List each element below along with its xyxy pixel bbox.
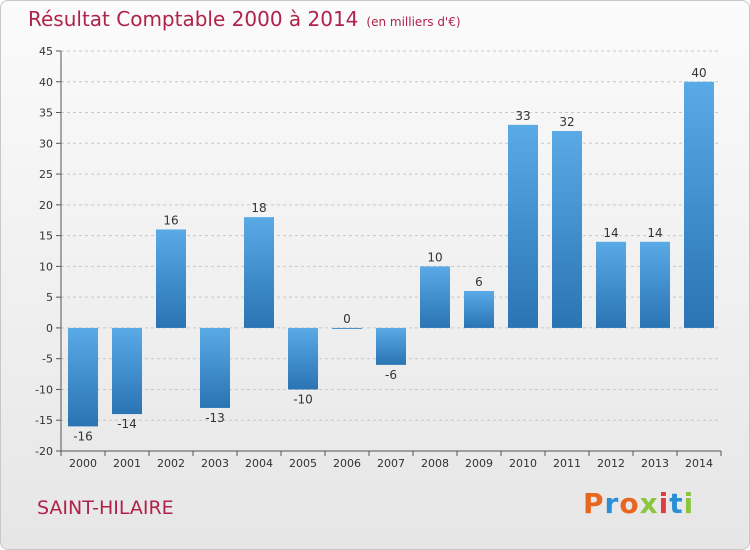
- x-tick-label: 2005: [289, 457, 317, 470]
- proxiti-logo[interactable]: Proxiti: [583, 487, 694, 520]
- y-tick-label: 0: [46, 322, 53, 335]
- logo-letter: t: [669, 487, 684, 520]
- bar-2000[interactable]: [68, 327, 98, 427]
- value-label-2014: 40: [691, 66, 706, 80]
- bars: [68, 81, 714, 427]
- bar-2009[interactable]: [464, 291, 494, 328]
- value-label-2005: -10: [293, 392, 313, 406]
- x-tick-label: 2002: [157, 457, 185, 470]
- bar-2012[interactable]: [596, 241, 626, 328]
- bar-2013[interactable]: [640, 241, 670, 328]
- commune-name: SAINT-HILAIRE: [37, 497, 174, 519]
- logo-letter: i: [658, 487, 670, 520]
- chart-subtitle: (en milliers d'€): [366, 15, 461, 29]
- x-tick-label: 2013: [641, 457, 669, 470]
- value-label-2010: 33: [515, 109, 530, 123]
- bar-2004[interactable]: [244, 217, 274, 328]
- y-tick-label: 35: [39, 107, 53, 120]
- bar-2008[interactable]: [420, 266, 450, 328]
- y-tick-label: -5: [42, 353, 53, 366]
- y-tick-label: -15: [35, 414, 53, 427]
- title-row: Résultat Comptable 2000 à 2014 (en millie…: [28, 7, 461, 31]
- x-tick-label: 2011: [553, 457, 581, 470]
- y-tick-label: 10: [39, 260, 53, 273]
- value-label-2007: -6: [385, 368, 397, 382]
- chart-title: Résultat Comptable 2000 à 2014: [28, 7, 359, 31]
- value-label-2003: -13: [205, 411, 225, 425]
- y-tick-label: 20: [39, 199, 53, 212]
- y-tick-label: 25: [39, 168, 53, 181]
- x-tick-label: 2006: [333, 457, 361, 470]
- logo-letter: x: [639, 487, 659, 520]
- value-label-2004: 18: [251, 201, 266, 215]
- logo-letter: P: [583, 487, 605, 520]
- axes: -20 -15 -10 -5 0 5 10 15 20 25 30 35 40 45 2000 2001 200…: [35, 45, 722, 470]
- bar-2007[interactable]: [376, 327, 406, 365]
- value-label-2008: 10: [427, 250, 442, 264]
- value-label-2011: 32: [559, 115, 574, 129]
- bar-2010[interactable]: [508, 124, 538, 328]
- y-tick-label: 30: [39, 137, 53, 150]
- logo-letter: o: [619, 487, 640, 520]
- bar-2001[interactable]: [112, 327, 142, 415]
- y-tick-label: 15: [39, 230, 53, 243]
- bar-2003[interactable]: [200, 327, 230, 408]
- value-label-2006: 0: [343, 312, 351, 326]
- value-label-2001: -14: [117, 417, 137, 431]
- x-tick-label: 2008: [421, 457, 449, 470]
- bar-2002[interactable]: [156, 229, 186, 328]
- x-tick-label: 2010: [509, 457, 537, 470]
- x-tick-label: 2012: [597, 457, 625, 470]
- value-label-2009: 6: [475, 275, 483, 289]
- x-tick-label: 2004: [245, 457, 273, 470]
- x-tick-label: 2001: [113, 457, 141, 470]
- y-tick-label: 45: [39, 45, 53, 58]
- logo-letter: r: [604, 487, 620, 520]
- x-tick-label: 2014: [685, 457, 713, 470]
- value-labels: -16 -14 16 -13 18 -10 0 -6 10 6 33 32 14 14 40: [73, 66, 706, 444]
- value-label-2000: -16: [73, 429, 93, 443]
- y-tick-label: 5: [46, 291, 53, 304]
- x-tick-label: 2000: [69, 457, 97, 470]
- y-tick-label: -20: [35, 445, 53, 458]
- value-label-2013: 14: [647, 226, 662, 240]
- bar-2006[interactable]: [332, 327, 362, 329]
- y-tick-label: -10: [35, 383, 53, 396]
- bar-2014[interactable]: [684, 81, 714, 328]
- x-tick-label: 2003: [201, 457, 229, 470]
- x-tick-label: 2009: [465, 457, 493, 470]
- value-label-2012: 14: [603, 226, 618, 240]
- bar-2011[interactable]: [552, 131, 582, 328]
- bar-2005[interactable]: [288, 327, 318, 390]
- logo-letter: i: [683, 487, 695, 520]
- y-tick-label: 40: [39, 76, 53, 89]
- x-tick-label: 2007: [377, 457, 405, 470]
- value-label-2002: 16: [163, 213, 178, 227]
